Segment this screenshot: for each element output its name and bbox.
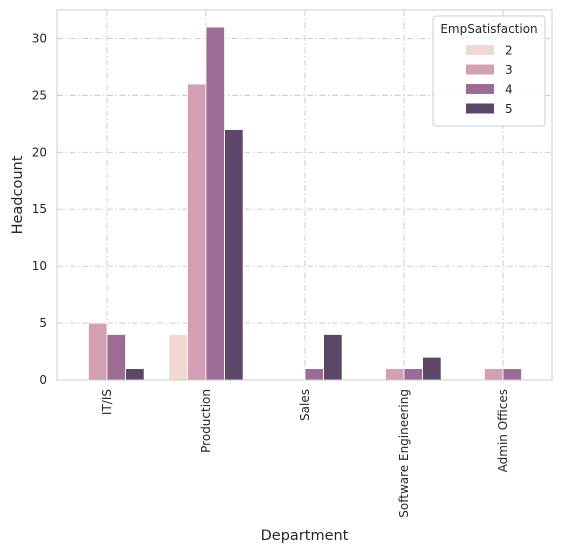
y-tick-label: 30 (32, 31, 47, 45)
x-tick-label: Admin Offices (496, 389, 510, 472)
x-tick-labels: IT/IS Production Sales Software Engineering… (100, 389, 510, 518)
bar (187, 83, 207, 381)
y-tick-labels: 0 5 10 15 20 25 30 (32, 31, 47, 387)
x-tick-label: Sales (298, 389, 312, 421)
bar (422, 356, 442, 381)
bar (106, 334, 126, 381)
y-tick-label: 15 (32, 202, 47, 216)
y-tick-label: 0 (39, 373, 47, 387)
bars-layer (88, 26, 522, 381)
y-tick-label: 10 (32, 259, 47, 273)
bar (168, 334, 188, 381)
bar (403, 368, 423, 381)
legend: EmpSatisfaction 2 3 4 5 (432, 15, 546, 127)
legend-label: 4 (505, 83, 513, 97)
legend-swatch (466, 45, 494, 55)
bar (304, 368, 324, 381)
y-tick-label: 25 (32, 88, 47, 102)
legend-items: 2 3 4 5 (466, 44, 513, 116)
legend-label: 2 (505, 44, 513, 58)
bar (88, 322, 108, 381)
bar (224, 129, 244, 381)
x-tick-label: Production (199, 389, 213, 453)
bar (385, 368, 405, 381)
legend-label: 5 (505, 102, 513, 116)
x-tick-label: IT/IS (100, 389, 114, 415)
plot-frame (56, 9, 553, 381)
bar (484, 368, 504, 381)
y-tick-label: 20 (32, 145, 47, 159)
bar (323, 334, 343, 381)
legend-swatch (466, 64, 494, 75)
x-tick-label: Software Engineering (397, 389, 411, 518)
bar (502, 368, 522, 381)
x-axis-label: Department (261, 528, 349, 544)
legend-swatch (466, 84, 494, 94)
bar (125, 368, 145, 381)
y-tick-label: 5 (39, 316, 47, 330)
y-axis-label: Headcount (10, 155, 26, 234)
legend-title: EmpSatisfaction (440, 22, 537, 36)
legend-swatch (466, 103, 494, 114)
bar (205, 26, 225, 381)
legend-label: 3 (505, 63, 513, 77)
